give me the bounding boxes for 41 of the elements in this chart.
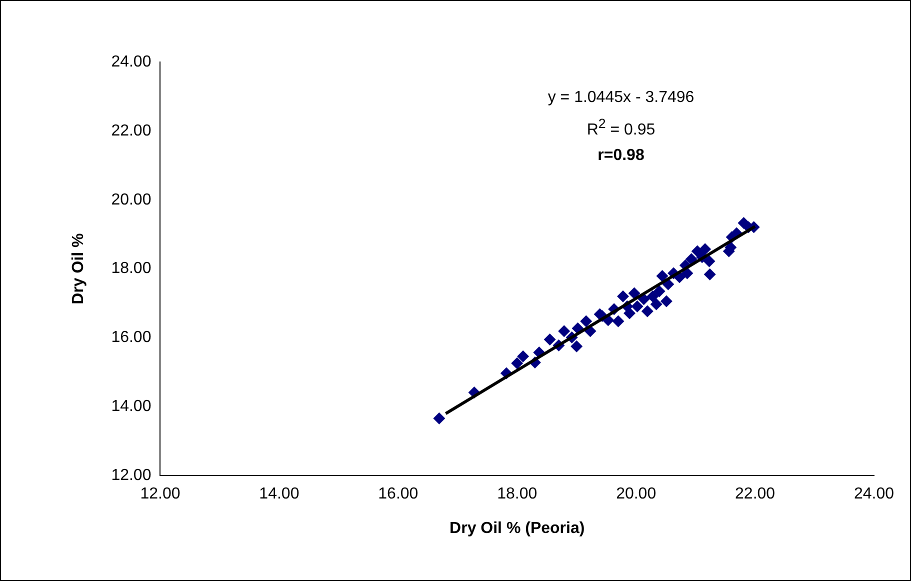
- x-tick-label: 18.00: [497, 486, 538, 503]
- point: [511, 357, 524, 370]
- x-tick-label: 14.00: [259, 486, 300, 503]
- x-tick-label: 24.00: [854, 486, 894, 503]
- point: [616, 290, 629, 302]
- point: [704, 268, 716, 280]
- annotation: y = 1.0445x - 3.7496: [546, 88, 696, 108]
- point: [433, 412, 446, 424]
- x-tick-label: 22.00: [735, 486, 776, 503]
- point: [699, 243, 712, 256]
- point: [656, 270, 668, 282]
- y-tick-label: 14.00: [111, 398, 152, 416]
- point: [703, 255, 716, 268]
- point: [580, 315, 592, 328]
- y-tick-label: 22.00: [111, 122, 152, 140]
- y-tick-label: 12.00: [111, 467, 152, 484]
- point: [558, 325, 570, 338]
- point: [660, 295, 672, 308]
- point: [612, 315, 624, 328]
- point: [628, 287, 640, 300]
- x-tick-label: 12.00: [140, 486, 180, 503]
- point: [685, 253, 698, 266]
- point: [624, 307, 636, 320]
- y-tick-label: 18.00: [111, 260, 152, 278]
- point: [646, 290, 659, 302]
- point: [544, 333, 556, 346]
- point: [653, 285, 666, 298]
- y-axis-title: Dry Oil %: [70, 233, 88, 304]
- point: [631, 300, 644, 312]
- annotation: r=0.98: [596, 146, 646, 166]
- y-tick-label: 16.00: [111, 329, 152, 346]
- point: [517, 350, 530, 362]
- point: [570, 340, 583, 352]
- y-tick-label: 24.00: [111, 53, 152, 70]
- annotation: R$^{2}$ = 0.95: [586, 115, 656, 140]
- point: [641, 305, 654, 318]
- point: [650, 298, 662, 310]
- x-tick-label: 20.00: [616, 486, 656, 503]
- y-tick-label: 20.00: [111, 191, 152, 208]
- x-tick-label: 16.00: [378, 486, 418, 503]
- x-axis-title: Dry Oil % (Peoria): [450, 520, 585, 537]
